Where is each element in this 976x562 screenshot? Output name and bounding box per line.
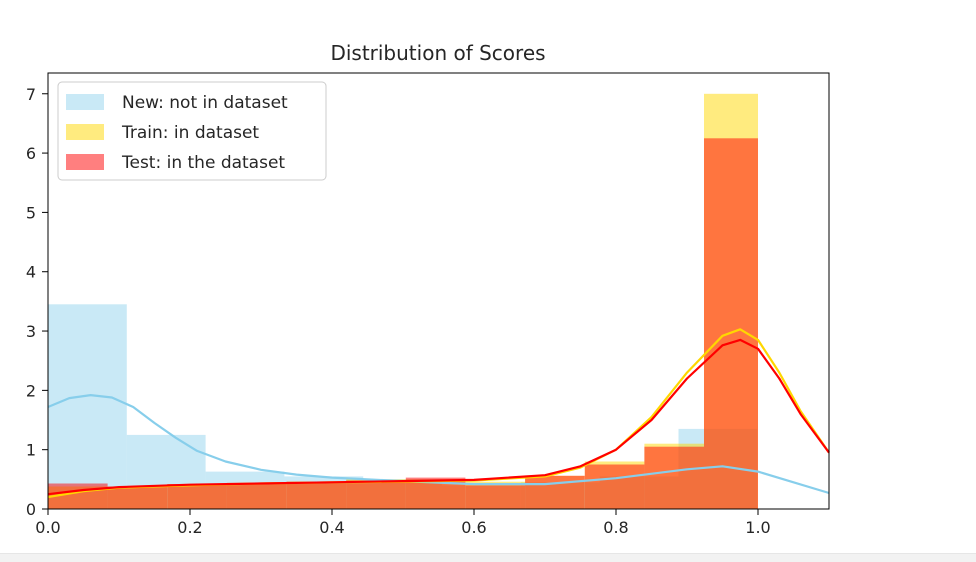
x-tick-label: 1.0 [745, 518, 770, 537]
y-tick-label: 7 [26, 85, 36, 104]
y-tick-label: 2 [26, 381, 36, 400]
kde-curves [47, 328, 830, 499]
x-tick-label: 0.0 [35, 518, 60, 537]
bar-series-2-bin-11 [704, 138, 758, 510]
bar-series-2-bin-5 [346, 480, 406, 509]
legend-label-1: Train: in dataset [121, 123, 259, 143]
y-tick-label: 5 [26, 203, 36, 222]
axes: 0.0 0.2 0.4 0.6 0.8 1.0 0 1 2 3 4 5 6 7 [26, 85, 771, 537]
y-tick-label: 0 [26, 500, 36, 519]
x-tick-label: 0.2 [177, 518, 202, 537]
x-tick-label: 0.6 [461, 518, 486, 537]
plot-frame [47, 72, 830, 510]
legend-swatch-1 [66, 124, 104, 140]
bar-series-2-bin-3 [226, 482, 287, 509]
x-tick-label: 0.4 [319, 518, 344, 537]
legend-swatch-2 [66, 154, 104, 170]
legend: New: not in dataset Train: in dataset Test… [57, 81, 327, 181]
series-bars-2 [48, 138, 758, 510]
y-tick-label: 6 [26, 144, 36, 163]
legend-label-0: New: not in dataset [122, 93, 288, 113]
bar-series-2-bin-4 [286, 481, 347, 509]
chart-title: Distribution of Scores [330, 41, 545, 65]
x-tick-label: 0.8 [603, 518, 628, 537]
legend-label-2: Test: in the dataset [121, 153, 285, 173]
legend-swatch-0 [66, 94, 104, 110]
bar-series-0-bin-0 [48, 304, 127, 509]
legend-box [57, 81, 327, 181]
y-tick-label: 4 [26, 263, 36, 282]
bottom-strip [0, 553, 976, 562]
y-tick-label: 1 [26, 441, 36, 460]
bar-series-2-bin-9 [584, 464, 645, 509]
bar-series-2-bin-1 [107, 486, 168, 509]
bar-series-2-bin-2 [167, 484, 227, 509]
bar-series-2-bin-10 [644, 446, 704, 509]
bar-series-2-bin-7 [465, 485, 526, 509]
kde-line-series-0 [47, 394, 830, 495]
kde-line-series-2 [47, 338, 830, 496]
y-tick-label: 3 [26, 322, 36, 341]
